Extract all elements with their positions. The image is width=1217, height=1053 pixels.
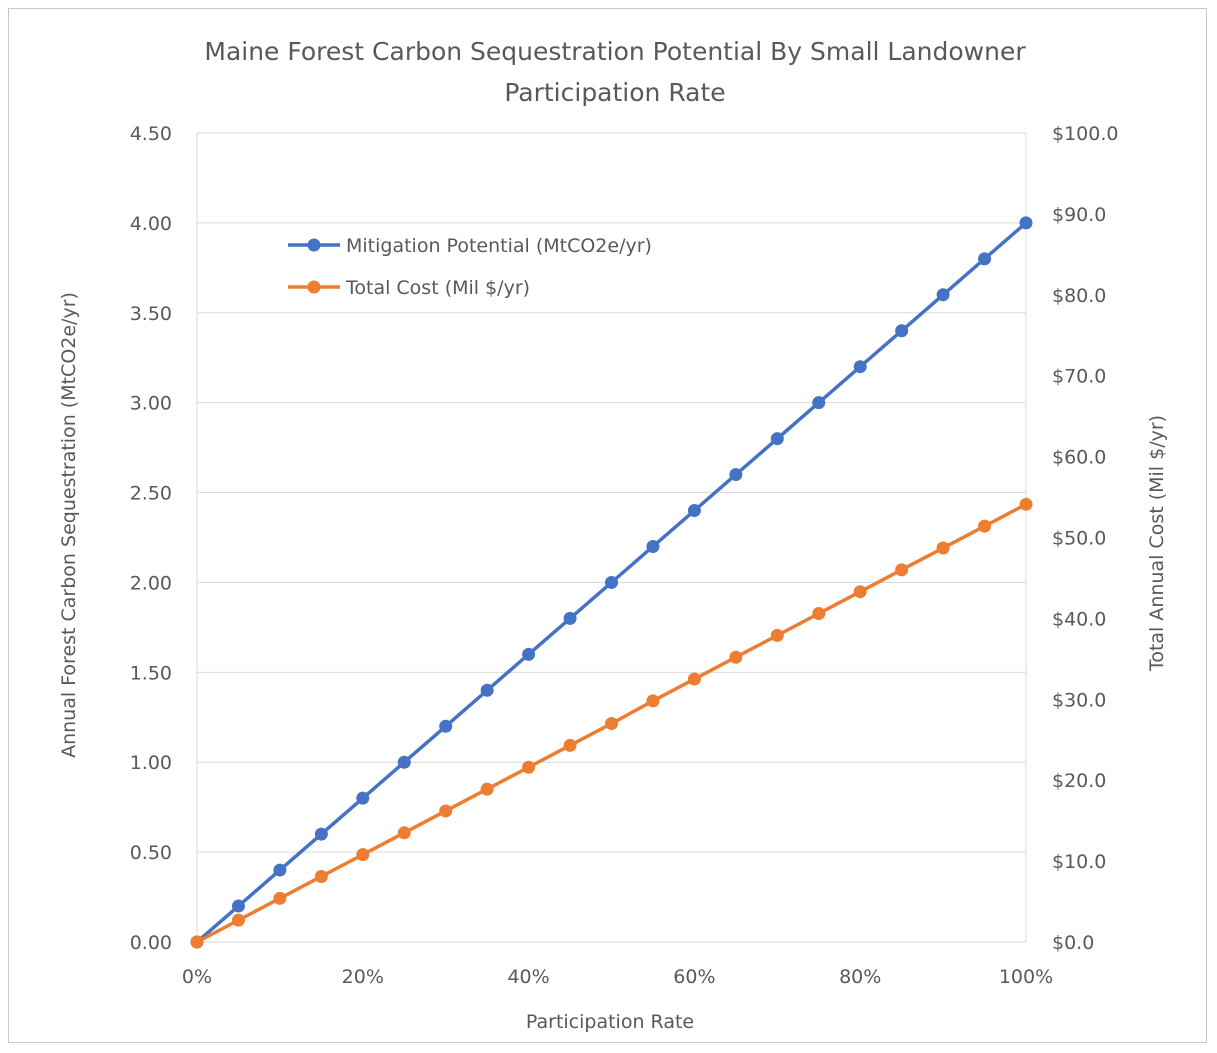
data-point-s1-20 (1019, 497, 1033, 511)
data-point-s1-5 (397, 826, 411, 840)
data-point-s1-16 (853, 585, 867, 599)
data-point-s1-19 (978, 519, 992, 533)
y-axis-right-title: Total Annual Cost (Mil $/yr) (1146, 415, 1168, 672)
data-point-s0-7 (480, 683, 494, 697)
y-left-tick-label-5: 2.50 (130, 483, 172, 505)
data-point-s0-16 (853, 360, 867, 374)
y-left-tick-label-6: 3.00 (130, 393, 172, 415)
y-right-tick-label-5: $50.0 (1052, 528, 1106, 550)
data-point-s1-17 (895, 563, 909, 577)
data-point-s0-9 (563, 611, 577, 625)
data-point-s1-7 (480, 782, 494, 796)
data-point-s1-4 (356, 848, 370, 862)
legend-marker-0 (307, 238, 321, 252)
data-point-s0-20 (1019, 216, 1033, 230)
y-axis-left-title: Annual Forest Carbon Sequestration (MtCO… (58, 292, 80, 758)
legend-label-1: Total Cost (Mil $/yr) (345, 277, 530, 299)
data-point-s0-4 (356, 791, 370, 805)
x-tick-label-4: 80% (839, 966, 881, 988)
x-tick-label-0: 0% (182, 966, 212, 988)
series (190, 216, 1033, 949)
y-left-tick-label-0: 0.00 (130, 932, 172, 954)
data-point-s1-1 (231, 913, 245, 927)
data-point-s1-2 (273, 891, 287, 905)
data-point-s0-19 (978, 252, 992, 266)
x-axis-title: Participation Rate (526, 1011, 694, 1033)
y-left-tick-label-2: 1.00 (130, 752, 172, 774)
data-point-s1-9 (563, 738, 577, 752)
data-point-s0-10 (605, 575, 618, 589)
y-right-tick-label-10: $100.0 (1052, 123, 1118, 145)
y-right-tick-label-8: $80.0 (1052, 285, 1106, 307)
y-left-tick-label-3: 1.50 (130, 662, 172, 684)
y-right-tick-label-4: $40.0 (1052, 608, 1106, 630)
y-right-tick-label-7: $70.0 (1052, 366, 1106, 388)
data-point-s1-0 (190, 935, 204, 949)
data-point-s0-1 (231, 899, 245, 913)
data-point-s0-11 (646, 539, 660, 553)
y-right-tick-label-2: $20.0 (1052, 770, 1106, 792)
y-right-tick-label-1: $10.0 (1052, 851, 1106, 873)
data-point-s0-6 (439, 719, 453, 733)
y-left-tick-label-7: 3.50 (130, 303, 172, 325)
data-point-s1-15 (812, 607, 826, 621)
x-tick-label-3: 60% (673, 966, 715, 988)
data-point-s0-8 (522, 647, 536, 661)
legend-label-0: Mitigation Potential (MtCO2e/yr) (346, 235, 652, 257)
data-point-s1-11 (646, 694, 660, 708)
data-point-s0-2 (273, 863, 287, 877)
y-left-tick-label-1: 0.50 (130, 842, 172, 864)
chart-title-line2: Participation Rate (504, 78, 725, 107)
x-tick-label-5: 100% (999, 966, 1053, 988)
gridlines (197, 132, 1026, 853)
data-point-s1-6 (439, 804, 453, 818)
chart-title-line1: Maine Forest Carbon Sequestration Potent… (204, 37, 1026, 66)
legend-marker-1 (307, 280, 321, 294)
data-point-s0-18 (936, 288, 950, 302)
data-point-s1-14 (770, 628, 784, 642)
y-left-tick-label-9: 4.50 (130, 123, 172, 145)
data-point-s0-12 (687, 504, 701, 518)
data-point-s0-3 (314, 827, 328, 841)
data-point-s1-10 (605, 717, 618, 731)
y-left-tick-label-4: 2.00 (130, 572, 172, 594)
data-point-s0-15 (812, 396, 826, 410)
data-point-s0-17 (895, 324, 909, 338)
data-point-s1-3 (314, 869, 328, 883)
x-tick-label-2: 40% (507, 966, 549, 988)
data-point-s1-8 (522, 760, 536, 774)
data-point-s0-13 (729, 468, 743, 482)
chart-frame (8, 8, 1207, 1043)
y-right-tick-label-0: $0.0 (1052, 932, 1094, 954)
y-right-tick-label-3: $30.0 (1052, 689, 1106, 711)
data-point-s0-5 (397, 755, 411, 769)
x-tick-label-1: 20% (342, 966, 384, 988)
y-right-tick-label-9: $90.0 (1052, 204, 1106, 226)
tick-labels: 0.00 0.50 1.00 1.50 2.00 2.50 3.00 3.50 4.00 4.50… (130, 123, 1119, 988)
data-point-s1-12 (687, 672, 701, 686)
y-right-tick-label-6: $60.0 (1052, 447, 1106, 469)
data-point-s0-14 (770, 432, 784, 446)
data-point-s1-18 (936, 541, 950, 555)
data-point-s1-13 (729, 650, 743, 664)
legend: Mitigation Potential (MtCO2e/yr) Total Co… (288, 235, 652, 299)
y-left-tick-label-8: 4.00 (130, 213, 172, 235)
axes (196, 133, 1027, 943)
